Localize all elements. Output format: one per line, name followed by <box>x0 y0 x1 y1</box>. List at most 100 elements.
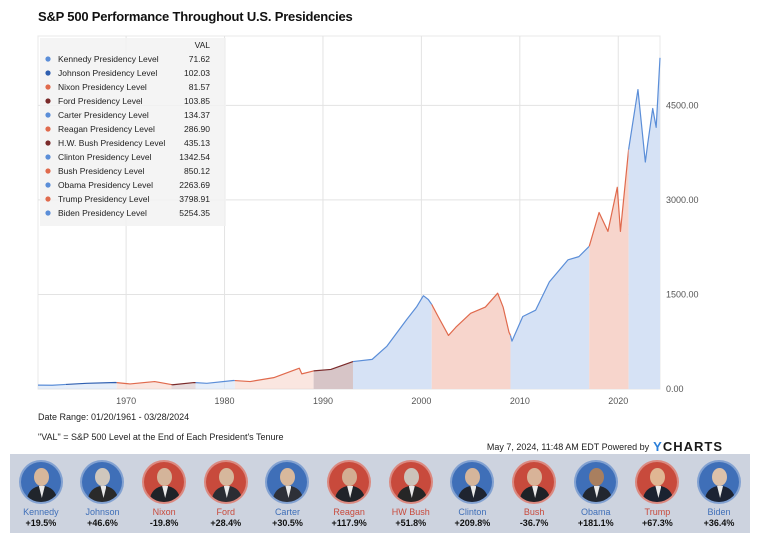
portrait-head <box>342 468 358 486</box>
portrait-shirt <box>162 486 169 498</box>
y-tick-label: 0.00 <box>666 384 684 394</box>
legend-name: Kennedy Presidency Level <box>58 54 159 64</box>
president-name: HW Bush <box>391 507 430 517</box>
legend-marker <box>45 140 51 146</box>
x-tick-label: 1980 <box>215 396 235 406</box>
x-tick-label: 2010 <box>510 396 530 406</box>
president-change: +209.8% <box>454 518 491 528</box>
president-name: Obama <box>580 507 611 517</box>
line-carter <box>195 379 235 384</box>
president-change: +181.1% <box>577 518 614 528</box>
portrait-head <box>33 468 49 486</box>
president-card: Clinton +209.8% <box>443 460 501 529</box>
portrait-head <box>403 468 419 486</box>
portrait-shirt <box>347 486 354 498</box>
line-bush <box>431 292 512 337</box>
portrait-shirt <box>408 486 415 498</box>
legend-marker <box>45 168 51 174</box>
legend-name: Biden Presidency Level <box>58 208 147 218</box>
line-johnson <box>65 381 117 386</box>
legend-name: H.W. Bush Presidency Level <box>58 138 165 148</box>
president-change: -36.7% <box>519 518 549 528</box>
legend-value: 286.90 <box>184 124 210 134</box>
president-portrait <box>265 460 310 504</box>
portrait-shirt <box>100 486 107 498</box>
president-change: +36.4% <box>703 518 735 528</box>
legend-value: 71.62 <box>189 54 211 64</box>
legend-value: 81.57 <box>189 82 211 92</box>
legend-value: 134.37 <box>184 110 210 120</box>
area-reagan <box>234 368 314 389</box>
area-clinton <box>352 295 432 389</box>
legend-value: 5254.35 <box>179 208 210 218</box>
portrait-head <box>650 468 666 486</box>
legend-header: VAL <box>195 40 211 50</box>
portrait-shirt <box>655 486 662 498</box>
president-strip: Kennedy +19.5% Johnson +46.6% Nixon -19.8% For… <box>10 454 750 533</box>
line-ford <box>171 381 196 386</box>
legend-value: 850.12 <box>184 166 210 176</box>
x-tick-label: 2020 <box>608 396 628 406</box>
president-name: Johnson <box>85 507 120 517</box>
legend-value: 102.03 <box>184 68 210 78</box>
legend-name: Nixon Presidency Level <box>58 82 147 92</box>
ycharts-logo[interactable]: YCHARTS <box>653 439 723 454</box>
president-change: +67.3% <box>642 518 673 528</box>
date-range: Date Range: 01/20/1961 - 03/28/2024 <box>38 412 190 422</box>
legend-name: Bush Presidency Level <box>58 166 145 176</box>
legend-name: Ford Presidency Level <box>58 96 143 106</box>
legend-value: 3798.91 <box>179 194 210 204</box>
portrait-head <box>95 468 111 486</box>
legend-marker <box>45 112 51 118</box>
portrait-shirt <box>285 486 292 498</box>
line-clinton <box>352 295 433 363</box>
president-portrait <box>18 460 63 504</box>
legend-name: Carter Presidency Level <box>58 110 149 120</box>
president-portrait <box>388 460 433 504</box>
president-name: Clinton <box>458 507 487 517</box>
legend-marker <box>45 196 51 202</box>
portrait-shirt <box>593 486 600 498</box>
president-portrait <box>450 460 495 504</box>
legend-name: Clinton Presidency Level <box>58 152 152 162</box>
president-change: +19.5% <box>25 518 57 528</box>
president-card: Reagan +117.9% <box>320 460 378 529</box>
y-tick-label: 3000.00 <box>666 195 699 205</box>
area-bush <box>431 293 511 389</box>
area-obama <box>510 246 590 389</box>
line-h-w-bush <box>313 361 354 372</box>
president-name: Trump <box>644 507 671 517</box>
portrait-head <box>218 468 234 486</box>
legend-marker <box>45 98 51 104</box>
president-name: Reagan <box>333 507 365 517</box>
president-name: Kennedy <box>23 507 59 517</box>
area-biden <box>628 57 660 390</box>
portrait-head <box>465 468 481 486</box>
legend-marker <box>45 56 51 62</box>
portrait-head <box>588 468 604 486</box>
legend-marker <box>45 182 51 188</box>
legend-value: 1342.54 <box>179 152 210 162</box>
legend-marker <box>45 70 51 76</box>
president-name: Ford <box>216 507 236 517</box>
portrait-head <box>527 468 543 486</box>
area-ford <box>171 382 196 389</box>
president-change: +30.5% <box>272 518 303 528</box>
portrait-shirt <box>38 486 45 498</box>
president-name: Carter <box>274 507 300 517</box>
timestamp: May 7, 2024, 11:48 AM EDT Powered by <box>486 441 650 452</box>
legend-value: 103.85 <box>184 96 210 106</box>
portrait-shirt <box>223 486 230 498</box>
legend-marker <box>45 84 51 90</box>
ycharts-logo-text: CHARTS <box>662 439 723 454</box>
president-change: +28.4% <box>210 518 242 528</box>
president-card: Ford +28.4% <box>197 460 255 529</box>
line-biden <box>628 57 661 163</box>
president-change: +51.8% <box>395 518 427 528</box>
president-change: +46.6% <box>87 518 118 528</box>
president-card: HW Bush +51.8% <box>382 460 440 529</box>
line-nixon <box>116 380 172 386</box>
val-note: "VAL" = S&P 500 Level at the End of Each… <box>38 432 284 442</box>
president-name: Nixon <box>152 507 176 517</box>
x-tick-label: 1970 <box>116 396 136 406</box>
